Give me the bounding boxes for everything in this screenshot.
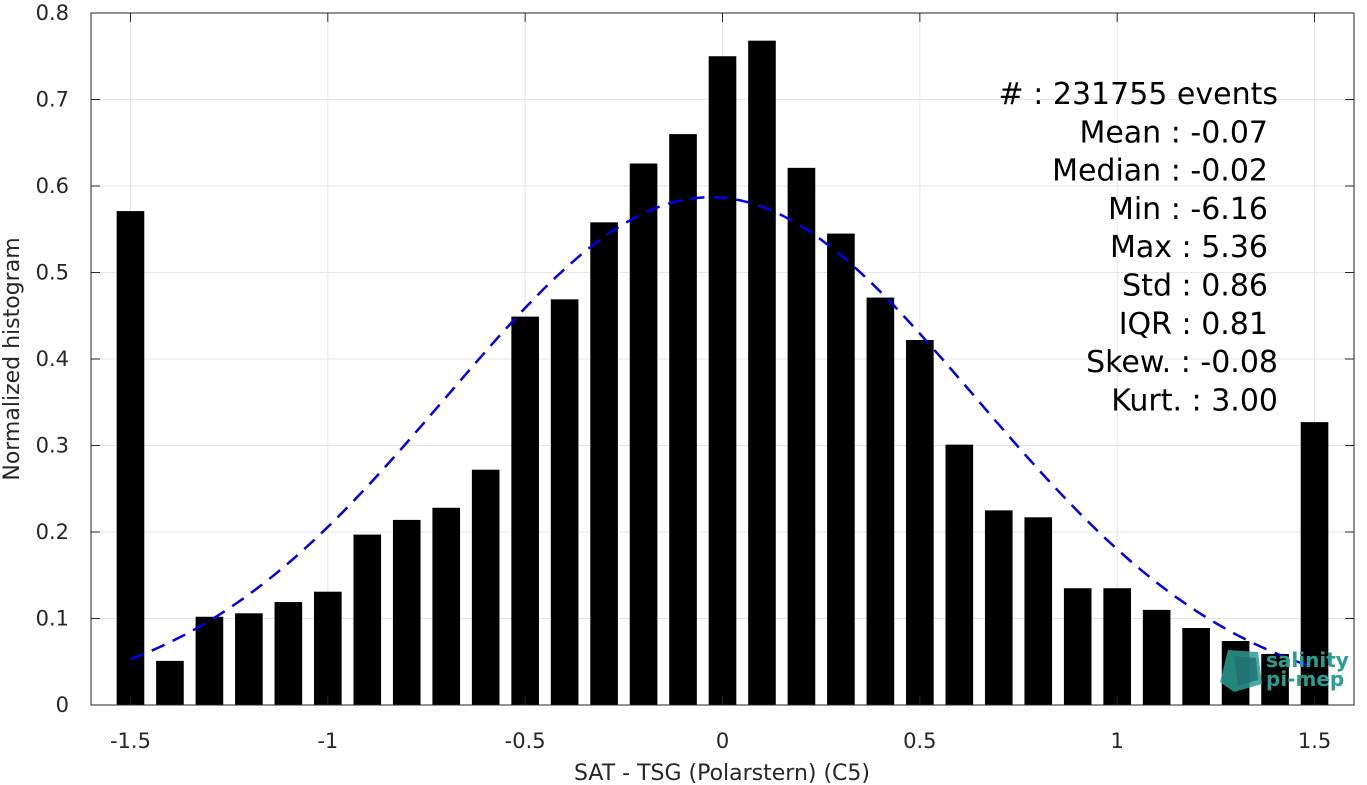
- y-tick-label: 0.8: [36, 1, 69, 25]
- y-tick-label: 0.3: [36, 434, 69, 458]
- histogram-bar: [708, 56, 737, 705]
- histogram-bar: [669, 134, 697, 706]
- stat-line: Median : -0.02: [1052, 154, 1268, 189]
- histogram-bar: [1142, 609, 1171, 705]
- histogram-bar: [1063, 588, 1092, 705]
- x-tick-label: 1.5: [1298, 729, 1331, 753]
- histogram-bar: [392, 519, 421, 705]
- y-axis-label: Normalized histogram: [0, 237, 25, 480]
- logo-line-1: salinity: [1266, 648, 1349, 672]
- histogram-bar: [511, 316, 539, 705]
- histogram-bar: [1182, 628, 1210, 705]
- stat-line: # : 231755 events: [999, 77, 1278, 112]
- histogram-bar: [629, 163, 658, 705]
- histogram-bar: [590, 222, 618, 705]
- stat-line: IQR : 0.81: [1119, 307, 1268, 342]
- stat-line: Max : 5.36: [1110, 230, 1268, 265]
- histogram-bar: [906, 339, 934, 705]
- histogram-bar: [550, 299, 579, 705]
- x-tick-label: -0.5: [505, 729, 546, 753]
- y-tick-label: 0: [56, 693, 69, 717]
- y-tick-label: 0.5: [36, 261, 69, 285]
- x-tick-labels: -1.5 -1 -0.5 0 0.5 1 1.5: [110, 729, 1331, 753]
- histogram-bar: [1024, 517, 1053, 705]
- y-tick-label: 0.4: [36, 347, 69, 371]
- x-tick-label: -1: [317, 729, 338, 753]
- histogram-bar: [313, 591, 342, 705]
- x-tick-label: 1: [1111, 729, 1124, 753]
- x-tick-label: 0.5: [903, 729, 936, 753]
- histogram-bar: [866, 297, 895, 705]
- histogram-bar: [984, 510, 1013, 705]
- histogram-bar: [432, 507, 461, 705]
- x-tick-label: 0: [716, 729, 729, 753]
- normal-fit-curve: [130, 195, 1315, 669]
- x-axis-label: SAT - TSG (Polarstern) (C5): [574, 761, 870, 785]
- stat-line: Kurt. : 3.00: [1111, 383, 1278, 418]
- histogram-bar: [353, 534, 382, 705]
- histogram-bar: [116, 211, 145, 705]
- histogram-bar: [945, 444, 974, 705]
- stat-line: Std : 0.86: [1122, 269, 1268, 304]
- axis-ticks: [91, 12, 1354, 706]
- histogram-bar: [156, 660, 184, 705]
- y-tick-label: 0.7: [36, 88, 69, 112]
- histogram-bar: [471, 469, 500, 705]
- histogram-bar: [1261, 653, 1289, 705]
- y-tick-label: 0.6: [36, 174, 69, 198]
- histogram-bar: [1103, 588, 1132, 705]
- histogram-bar: [195, 616, 224, 705]
- histogram-bars: [116, 40, 1329, 706]
- y-tick-label: 0.1: [36, 607, 69, 631]
- y-tick-labels: 0 0.1 0.2 0.3 0.4 0.5 0.6 0.7 0.8: [36, 1, 69, 717]
- stat-line: Skew. : -0.08: [1086, 345, 1278, 380]
- logo-line-2: pi-mep: [1266, 667, 1344, 691]
- stat-line: Min : -6.16: [1108, 192, 1268, 227]
- y-tick-label: 0.2: [36, 520, 69, 544]
- x-tick-label: -1.5: [110, 729, 151, 753]
- salinity-pi-mep-logo: salinity pi-mep: [1220, 648, 1349, 692]
- histogram-bar: [787, 167, 816, 705]
- histogram-bar: [1300, 422, 1329, 705]
- logo-cube-icon-shade: [1234, 656, 1258, 686]
- stat-line: Mean : -0.07: [1079, 115, 1268, 150]
- histogram-bar: [274, 602, 303, 705]
- histogram-bar: [235, 613, 263, 705]
- histogram-bar: [748, 40, 776, 706]
- histogram-bar: [827, 233, 855, 705]
